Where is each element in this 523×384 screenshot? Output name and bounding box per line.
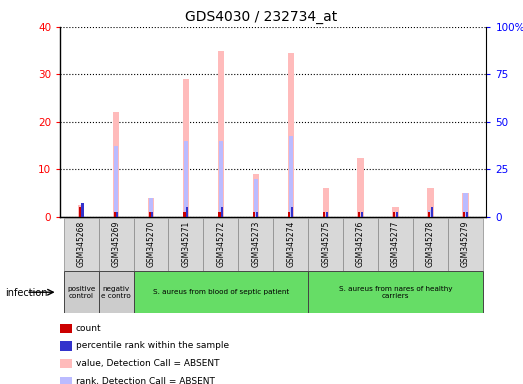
Bar: [218, 51, 224, 217]
Bar: [186, 207, 188, 217]
Bar: [149, 212, 151, 217]
Bar: [357, 157, 364, 217]
Bar: [133, 218, 168, 271]
Bar: [184, 212, 186, 217]
Text: GSM345268: GSM345268: [76, 221, 86, 267]
Text: GDS4030 / 232734_at: GDS4030 / 232734_at: [185, 10, 338, 23]
Bar: [221, 207, 223, 217]
Bar: [288, 53, 294, 217]
Text: S. aureus from blood of septic patient: S. aureus from blood of septic patient: [153, 289, 289, 295]
Bar: [326, 212, 328, 217]
Bar: [463, 212, 465, 217]
Bar: [98, 218, 133, 271]
Bar: [428, 210, 433, 217]
Bar: [288, 212, 290, 217]
Bar: [378, 218, 413, 271]
Text: GSM345276: GSM345276: [356, 221, 365, 267]
Bar: [203, 218, 238, 271]
Bar: [168, 218, 203, 271]
Bar: [133, 271, 308, 313]
Text: positive
control: positive control: [67, 286, 95, 299]
Bar: [79, 215, 83, 217]
Bar: [78, 205, 84, 217]
Text: GSM345275: GSM345275: [321, 221, 330, 267]
Bar: [98, 271, 133, 313]
Bar: [82, 203, 84, 217]
Bar: [291, 207, 293, 217]
Bar: [361, 212, 363, 217]
Bar: [64, 271, 98, 313]
Text: GSM345271: GSM345271: [181, 221, 190, 267]
Bar: [151, 212, 153, 217]
Bar: [466, 212, 468, 217]
Bar: [393, 212, 395, 217]
Bar: [254, 179, 258, 217]
Text: value, Detection Call = ABSENT: value, Detection Call = ABSENT: [76, 359, 219, 368]
Bar: [308, 271, 483, 313]
Bar: [289, 136, 293, 217]
Bar: [463, 193, 468, 217]
Bar: [308, 218, 343, 271]
Bar: [117, 212, 119, 217]
Bar: [148, 198, 154, 217]
Text: percentile rank within the sample: percentile rank within the sample: [76, 341, 229, 351]
Bar: [323, 189, 329, 217]
Bar: [392, 207, 399, 217]
Text: count: count: [76, 324, 101, 333]
Bar: [64, 218, 98, 271]
Bar: [343, 218, 378, 271]
Text: negativ
e contro: negativ e contro: [101, 286, 131, 299]
Text: GSM345270: GSM345270: [146, 221, 155, 267]
Bar: [413, 218, 448, 271]
Bar: [427, 189, 434, 217]
Bar: [113, 113, 119, 217]
Bar: [238, 218, 274, 271]
Bar: [184, 141, 188, 217]
Text: GSM345277: GSM345277: [391, 221, 400, 267]
Text: rank, Detection Call = ABSENT: rank, Detection Call = ABSENT: [76, 377, 215, 384]
Text: infection: infection: [5, 288, 48, 298]
Bar: [114, 146, 118, 217]
Text: GSM345274: GSM345274: [286, 221, 295, 267]
Text: GSM345269: GSM345269: [111, 221, 120, 267]
Bar: [78, 207, 81, 217]
Bar: [431, 207, 433, 217]
Bar: [323, 212, 325, 217]
Bar: [274, 218, 308, 271]
Bar: [396, 212, 398, 217]
Bar: [448, 218, 483, 271]
Bar: [183, 79, 189, 217]
Bar: [219, 141, 223, 217]
Bar: [149, 198, 153, 217]
Text: GSM345273: GSM345273: [251, 221, 260, 267]
Bar: [428, 212, 430, 217]
Bar: [253, 212, 255, 217]
Bar: [462, 193, 469, 217]
Bar: [253, 174, 259, 217]
Text: GSM345279: GSM345279: [461, 221, 470, 267]
Text: GSM345272: GSM345272: [217, 221, 225, 267]
Bar: [113, 212, 116, 217]
Bar: [256, 212, 258, 217]
Text: S. aureus from nares of healthy
carriers: S. aureus from nares of healthy carriers: [339, 286, 452, 299]
Bar: [358, 212, 360, 217]
Bar: [219, 212, 221, 217]
Text: GSM345278: GSM345278: [426, 221, 435, 267]
